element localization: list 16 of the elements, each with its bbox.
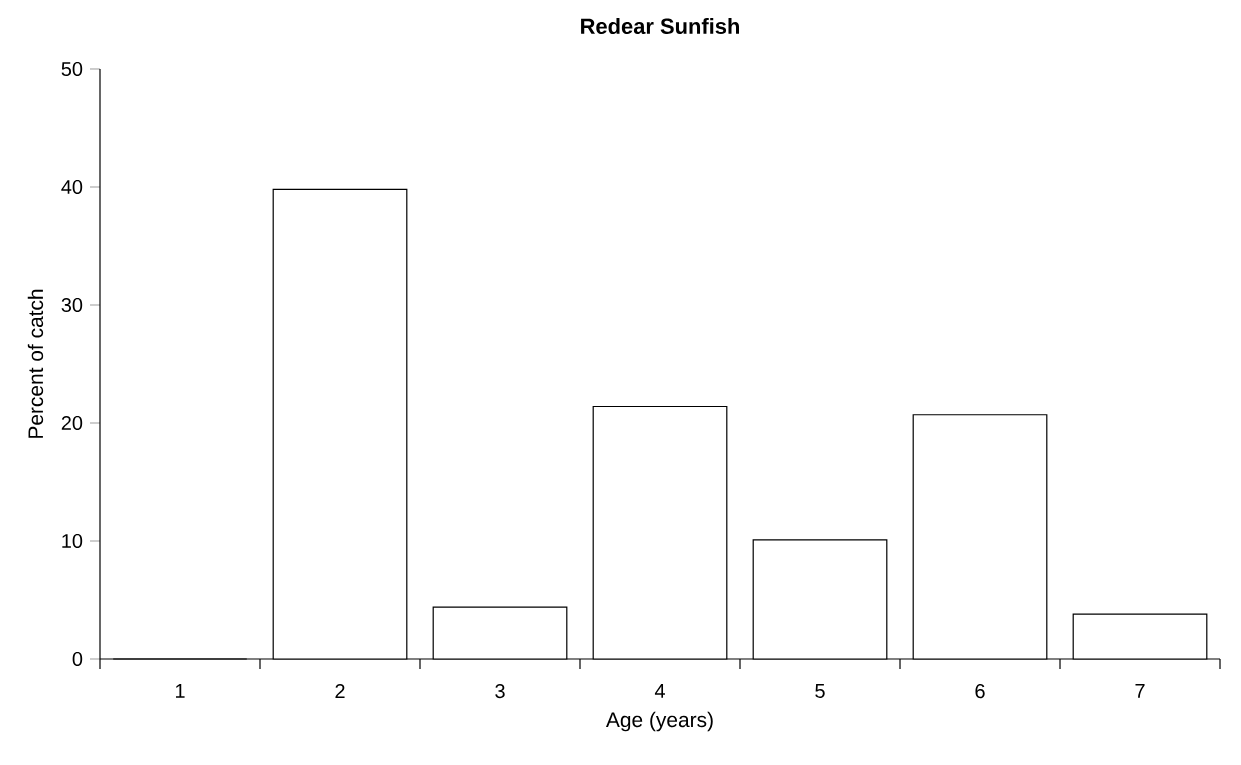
y-tick-label: 0	[72, 651, 83, 667]
x-tick-label: 2	[335, 684, 345, 698]
x-tick-label: 3	[495, 684, 505, 699]
x-tick-label: 7	[1135, 684, 1145, 698]
y-tick-label: 40	[61, 179, 83, 195]
y-tick-label: 20	[61, 415, 83, 431]
y-tick-label: 50	[61, 61, 83, 77]
x-axis-title: Age (years)	[605, 711, 713, 732]
x-tick-label: 5	[815, 684, 825, 698]
x-tick-label: 1	[175, 684, 185, 698]
x-tick-label: 6	[975, 684, 985, 699]
y-tick-label: 10	[62, 533, 83, 549]
chart-title: Redear Sunfish	[581, 17, 739, 34]
x-tick-label: 4	[654, 684, 665, 698]
y-axis-title: Percent of catch	[27, 289, 44, 438]
y-tick-label: 30	[61, 297, 83, 313]
